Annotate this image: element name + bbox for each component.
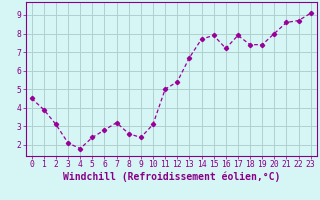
X-axis label: Windchill (Refroidissement éolien,°C): Windchill (Refroidissement éolien,°C) (62, 172, 280, 182)
